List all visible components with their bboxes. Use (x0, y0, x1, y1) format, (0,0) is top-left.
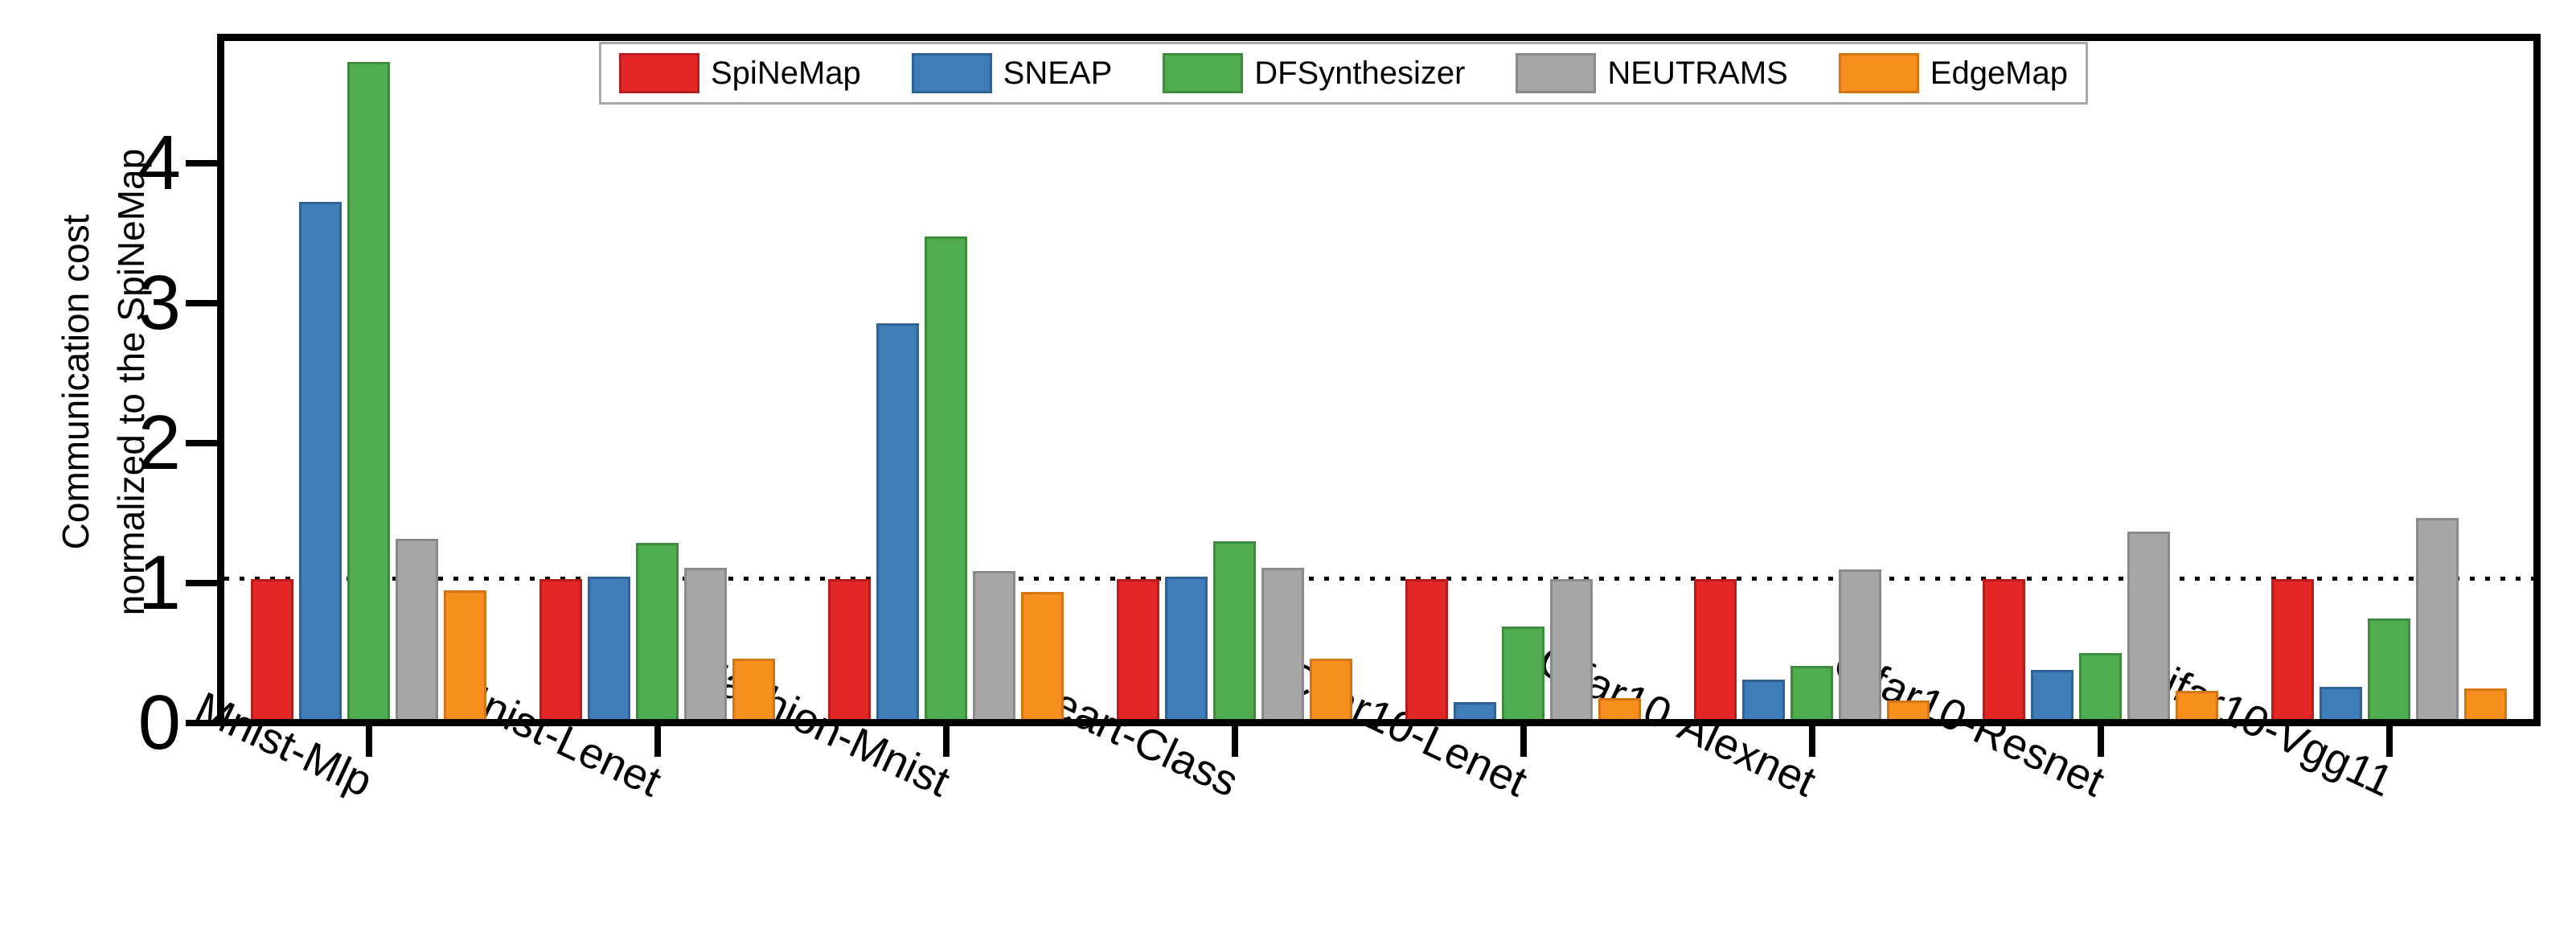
bar-EdgeMap-Cifar10-Alexnet (1887, 701, 1930, 719)
x-tick-mark (942, 726, 950, 757)
bar-SpiNeMap-Fashion-Mnist (828, 579, 871, 719)
bar-group-Cifar10-Vgg11 (2245, 41, 2533, 719)
y-tick-label: 1 (137, 539, 181, 626)
bar-NEUTRAMS-Cifar10-Alexnet (1839, 569, 1881, 719)
legend-label: SpiNeMap (711, 55, 861, 91)
bar-EdgeMap-Heart-Class (1310, 659, 1352, 719)
y-tick-mark (186, 300, 217, 307)
legend-label: SNEAP (1003, 55, 1113, 91)
legend: SpiNeMap SNEAP DFSynthesizer NEUTRAMS EdgeMa… (599, 42, 2088, 105)
bar-DFSynthesizer-Cifar10-Vgg11 (2368, 618, 2410, 719)
bar-SNEAP-Cifar10-Alexnet (1742, 680, 1785, 719)
legend-entry-SNEAP: SNEAP (911, 53, 1113, 93)
bar-group-Heart-Class (1090, 41, 1379, 719)
x-tick-mark (1520, 726, 1527, 757)
legend-swatch-icon (1838, 53, 1919, 93)
legend-entry-DFSynthesizer: DFSynthesizer (1163, 53, 1466, 93)
bar-group-Mnist-Mlp (224, 41, 513, 719)
legend-entry-EdgeMap: EdgeMap (1838, 53, 2068, 93)
bar-NEUTRAMS-Cifar10-Resnet (2127, 532, 2170, 719)
bar-DFSynthesizer-Mnist-Lenet (636, 543, 679, 719)
bar-DFSynthesizer-Cifar10-Lenet (1502, 627, 1544, 719)
bar-SNEAP-Mnist-Mlp (299, 201, 342, 719)
plot-area (217, 34, 2541, 726)
legend-swatch-icon (619, 53, 699, 93)
y-tick-label: 3 (137, 260, 181, 347)
bar-group-Cifar10-Resnet (1956, 41, 2245, 719)
bar-group-Cifar10-Lenet (1379, 41, 1667, 719)
bar-EdgeMap-Cifar10-Lenet (1598, 697, 1641, 719)
bar-NEUTRAMS-Heart-Class (1261, 568, 1304, 719)
bar-SpiNeMap-Cifar10-Resnet (1983, 579, 2025, 719)
legend-label: DFSynthesizer (1254, 55, 1466, 91)
bar-SpiNeMap-Heart-Class (1117, 579, 1159, 719)
bar-NEUTRAMS-Fashion-Mnist (973, 570, 1015, 719)
bar-EdgeMap-Cifar10-Vgg11 (2464, 688, 2507, 719)
bar-SpiNeMap-Mnist-Mlp (251, 579, 293, 719)
bar-DFSynthesizer-Mnist-Mlp (347, 62, 390, 719)
bar-SpiNeMap-Mnist-Lenet (539, 579, 582, 719)
bar-SpiNeMap-Cifar10-Lenet (1405, 579, 1448, 719)
bar-SNEAP-Cifar10-Resnet (2031, 670, 2074, 719)
bar-EdgeMap-Fashion-Mnist (1021, 591, 1064, 719)
legend-label: EdgeMap (1930, 55, 2068, 91)
bar-SNEAP-Cifar10-Lenet (1454, 702, 1496, 719)
y-tick-label: 4 (137, 120, 181, 207)
bar-NEUTRAMS-Cifar10-Lenet (1550, 579, 1593, 719)
y-tick-label: 2 (137, 399, 181, 486)
bar-DFSynthesizer-Heart-Class (1213, 541, 1256, 719)
legend-swatch-icon (911, 53, 992, 93)
reference-line-y1 (224, 577, 2533, 581)
bar-SNEAP-Fashion-Mnist (876, 323, 919, 719)
bar-NEUTRAMS-Mnist-Mlp (396, 538, 438, 719)
x-tick-mark (2097, 726, 2104, 757)
bar-NEUTRAMS-Mnist-Lenet (684, 568, 727, 719)
legend-swatch-icon (1163, 53, 1244, 93)
bar-SNEAP-Cifar10-Vgg11 (2320, 687, 2362, 719)
bar-EdgeMap-Cifar10-Resnet (2176, 691, 2218, 719)
bar-EdgeMap-Mnist-Lenet (732, 659, 775, 719)
bar-EdgeMap-Mnist-Mlp (444, 590, 486, 719)
y-tick-mark (186, 160, 217, 167)
x-tick-mark (654, 726, 661, 757)
y-tick-label: 0 (137, 679, 181, 766)
bar-SpiNeMap-Cifar10-Alexnet (1694, 579, 1737, 719)
bar-SpiNeMap-Cifar10-Vgg11 (2271, 579, 2314, 719)
bar-DFSynthesizer-Cifar10-Resnet (2079, 653, 2122, 719)
x-tick-mark (1808, 726, 1815, 757)
bar-group-Cifar10-Alexnet (1667, 41, 1956, 719)
bar-group-Mnist-Lenet (513, 41, 802, 719)
bar-NEUTRAMS-Cifar10-Vgg11 (2416, 517, 2459, 719)
bar-SNEAP-Mnist-Lenet (588, 576, 630, 719)
y-tick-mark (186, 439, 217, 446)
bar-group-Fashion-Mnist (802, 41, 1090, 719)
legend-entry-SpiNeMap: SpiNeMap (619, 53, 861, 93)
x-tick-mark (365, 726, 372, 757)
legend-swatch-icon (1516, 53, 1597, 93)
x-tick-mark (2385, 726, 2393, 757)
legend-entry-NEUTRAMS: NEUTRAMS (1516, 53, 1788, 93)
bar-SNEAP-Heart-Class (1165, 576, 1208, 719)
bars-layer (224, 41, 2533, 719)
x-tick-mark (1231, 726, 1238, 757)
y-tick-mark (186, 579, 217, 586)
bar-DFSynthesizer-Fashion-Mnist (925, 236, 967, 719)
bar-DFSynthesizer-Cifar10-Alexnet (1790, 665, 1833, 719)
legend-label: NEUTRAMS (1607, 55, 1788, 91)
y-tick-mark (186, 719, 217, 726)
